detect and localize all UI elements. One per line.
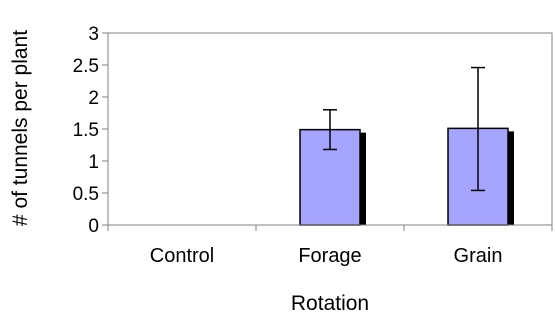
x-axis-label: Rotation bbox=[291, 292, 369, 315]
axes-layer: 0 0.5 1 1.5 2 2.5 3 Control Forage Grain bbox=[73, 24, 553, 267]
x-tick-label: Forage bbox=[298, 245, 361, 267]
y-tick-label: 0 bbox=[88, 216, 99, 237]
error-bars-layer bbox=[323, 66, 485, 192]
y-tick-label: 2.5 bbox=[73, 56, 99, 77]
y-tick-label: 3 bbox=[88, 24, 99, 45]
x-tick-label: Control bbox=[150, 245, 214, 267]
bars-layer bbox=[299, 127, 514, 226]
y-tick-label: 1 bbox=[88, 152, 99, 173]
y-tick-label: 2 bbox=[88, 88, 99, 109]
y-tick-label: 0.5 bbox=[73, 184, 99, 205]
y-axis-label: # of tunnels per plant bbox=[9, 30, 32, 226]
x-tick-label: Grain bbox=[454, 245, 503, 267]
y-tick-label: 1.5 bbox=[73, 120, 99, 141]
